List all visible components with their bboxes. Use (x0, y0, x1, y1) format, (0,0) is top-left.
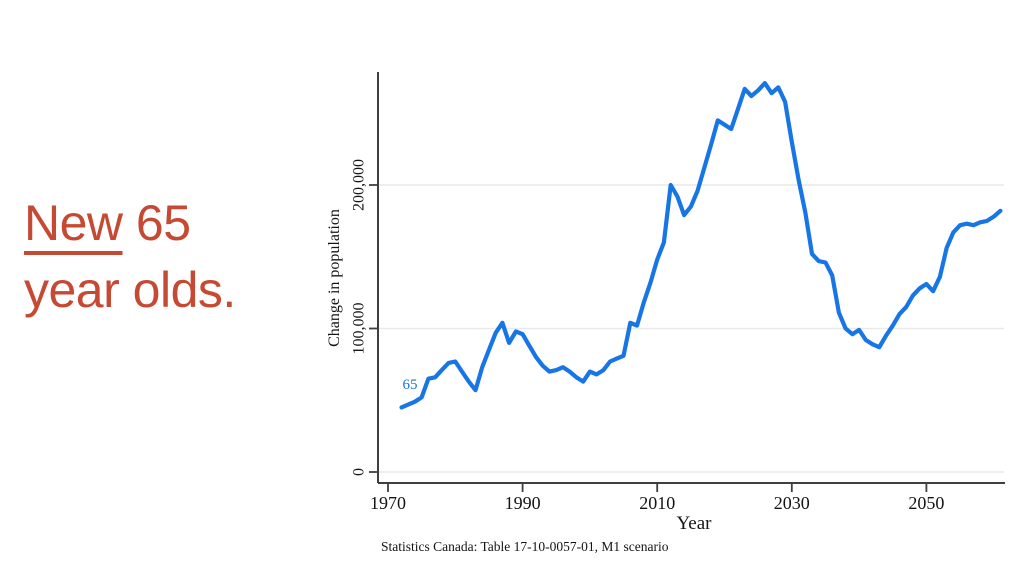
x-tick-label-1970: 1970 (370, 493, 406, 513)
x-axis-title: Year (676, 513, 712, 534)
x-tick-label-2050: 2050 (908, 493, 944, 513)
headline-word-65: 65 (122, 195, 191, 251)
y-tick-label-0: 0 (351, 468, 368, 476)
x-axis-ticks: 1970 1990 2010 2030 2050 (370, 483, 944, 513)
headline-word-new: New (24, 195, 123, 251)
series-label-65: 65 (403, 377, 418, 393)
headline-line-1: New 65 (24, 190, 236, 257)
gridlines (378, 184, 1004, 473)
headline-line-2: year olds. (24, 262, 236, 318)
y-tick-label-100000: 100,000 (351, 303, 368, 355)
x-tick-label-2010: 2010 (639, 493, 675, 513)
y-axis-ticks: 0 100,000 200,000 (351, 159, 378, 476)
chart-source-caption: Statistics Canada: Table 17-10-0057-01, … (381, 539, 669, 554)
population-change-line (399, 80, 1003, 410)
y-tick-label-200000: 200,000 (351, 159, 368, 211)
x-tick-label-1990: 1990 (505, 493, 541, 513)
y-axis-title: Change in population (326, 209, 343, 347)
slide-headline: New 65 year olds. (24, 190, 236, 324)
x-tick-label-2030: 2030 (774, 493, 810, 513)
